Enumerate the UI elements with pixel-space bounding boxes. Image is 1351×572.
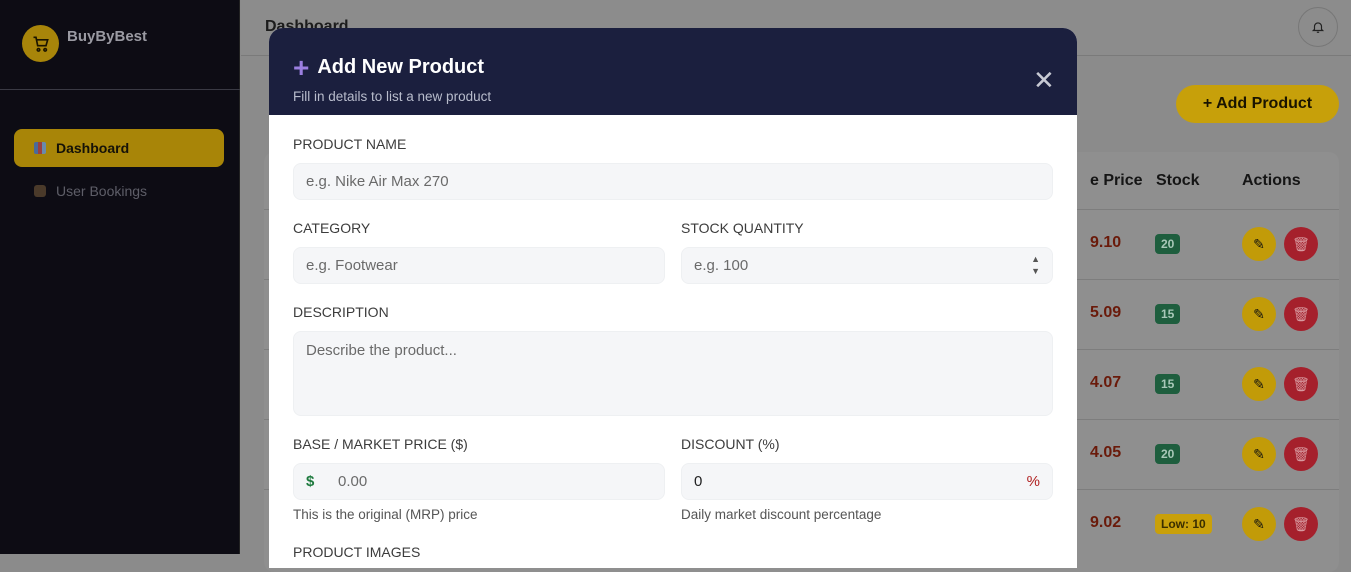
edit-button[interactable]: ✎ <box>1242 437 1276 471</box>
column-header-actions: Actions <box>1242 172 1301 189</box>
stock-badge: 20 <box>1155 234 1181 254</box>
trash-icon: 🗑 <box>1292 515 1310 532</box>
delete-button[interactable]: 🗑 <box>1284 507 1318 541</box>
modal-subtitle: Fill in details to list a new product <box>293 89 492 104</box>
discount-value: 0 <box>694 473 703 490</box>
price-input[interactable]: $ 0.00 <box>293 463 665 500</box>
stock-badge: 20 <box>1155 444 1181 464</box>
product-images-label: PRODUCT IMAGES <box>293 544 421 560</box>
percent-icon: % <box>1026 473 1040 490</box>
box-icon <box>34 185 46 197</box>
sidebar-item-dashboard[interactable]: Dashboard <box>14 129 224 167</box>
discount-hint: Daily market discount percentage <box>681 507 882 522</box>
edit-button[interactable]: ✎ <box>1242 297 1276 331</box>
stock-placeholder: e.g. 100 <box>694 257 749 274</box>
description-label: DESCRIPTION <box>293 304 389 320</box>
stock-quantity-input[interactable]: e.g. 100 ▲ ▼ <box>681 247 1053 284</box>
trash-icon: 🗑 <box>1292 235 1310 252</box>
modal-title-text: Add New Product <box>317 56 485 78</box>
stock-badge: 15 <box>1155 374 1181 394</box>
price-cell: 4.07 <box>1090 374 1122 391</box>
pencil-icon: ✎ <box>1253 375 1265 392</box>
price-cell: 5.09 <box>1090 304 1122 321</box>
product-name-label: PRODUCT NAME <box>293 136 407 152</box>
edit-button[interactable]: ✎ <box>1242 507 1276 541</box>
delete-button[interactable]: 🗑 <box>1284 297 1318 331</box>
cart-logo-icon <box>22 25 59 62</box>
price-placeholder: 0.00 <box>338 473 368 490</box>
price-cell: 4.05 <box>1090 444 1122 461</box>
price-label: BASE / MARKET PRICE ($) <box>293 436 468 452</box>
plus-icon: + <box>293 51 310 83</box>
delete-button[interactable]: 🗑 <box>1284 227 1318 261</box>
trash-icon: 🗑 <box>1292 375 1310 392</box>
price-cell: 9.10 <box>1090 234 1122 251</box>
sidebar-item-user-bookings[interactable]: User Bookings <box>14 172 224 210</box>
close-icon[interactable]: ✕ <box>1033 65 1055 95</box>
delete-button[interactable]: 🗑 <box>1284 367 1318 401</box>
modal-header: + Add New Product Fill in details to lis… <box>269 28 1077 115</box>
modal-title: + Add New Product <box>293 51 485 83</box>
trash-icon: 🗑 <box>1292 305 1310 322</box>
stock-badge: Low: 10 <box>1155 514 1212 534</box>
category-label: CATEGORY <box>293 220 371 236</box>
pencil-icon: ✎ <box>1253 445 1265 462</box>
brand-name: BuyByBest <box>67 28 148 45</box>
notifications-button[interactable] <box>1298 7 1338 47</box>
column-header-price: e Price <box>1090 172 1143 189</box>
pencil-icon: ✎ <box>1253 305 1265 322</box>
delete-button[interactable]: 🗑 <box>1284 437 1318 471</box>
sidebar-item-label: User Bookings <box>56 183 148 199</box>
stock-badge: 15 <box>1155 304 1181 324</box>
divider <box>0 89 240 90</box>
chart-icon <box>34 142 46 154</box>
product-name-input[interactable]: e.g. Nike Air Max 270 <box>293 163 1053 200</box>
category-input[interactable]: e.g. Footwear <box>293 247 665 284</box>
discount-label: DISCOUNT (%) <box>681 436 780 452</box>
add-product-modal: + Add New Product Fill in details to lis… <box>269 28 1077 568</box>
dollar-icon: $ <box>306 473 315 490</box>
pencil-icon: ✎ <box>1253 515 1265 532</box>
bell-icon <box>1311 22 1325 33</box>
stock-quantity-label: STOCK QUANTITY <box>681 220 804 236</box>
edit-button[interactable]: ✎ <box>1242 227 1276 261</box>
edit-button[interactable]: ✎ <box>1242 367 1276 401</box>
column-header-stock: Stock <box>1156 172 1200 189</box>
trash-icon: 🗑 <box>1292 445 1310 462</box>
discount-input[interactable]: 0 % <box>681 463 1053 500</box>
price-cell: 9.02 <box>1090 514 1122 531</box>
price-hint: This is the original (MRP) price <box>293 507 478 522</box>
pencil-icon: ✎ <box>1253 235 1265 252</box>
spinner-icon[interactable]: ▲ ▼ <box>1031 254 1040 276</box>
add-product-button[interactable]: + Add Product <box>1176 85 1339 123</box>
description-textarea[interactable]: Describe the product... <box>293 331 1053 416</box>
sidebar: BuyByBest Dashboard User Bookings <box>0 0 240 554</box>
sidebar-item-label: Dashboard <box>56 140 130 156</box>
